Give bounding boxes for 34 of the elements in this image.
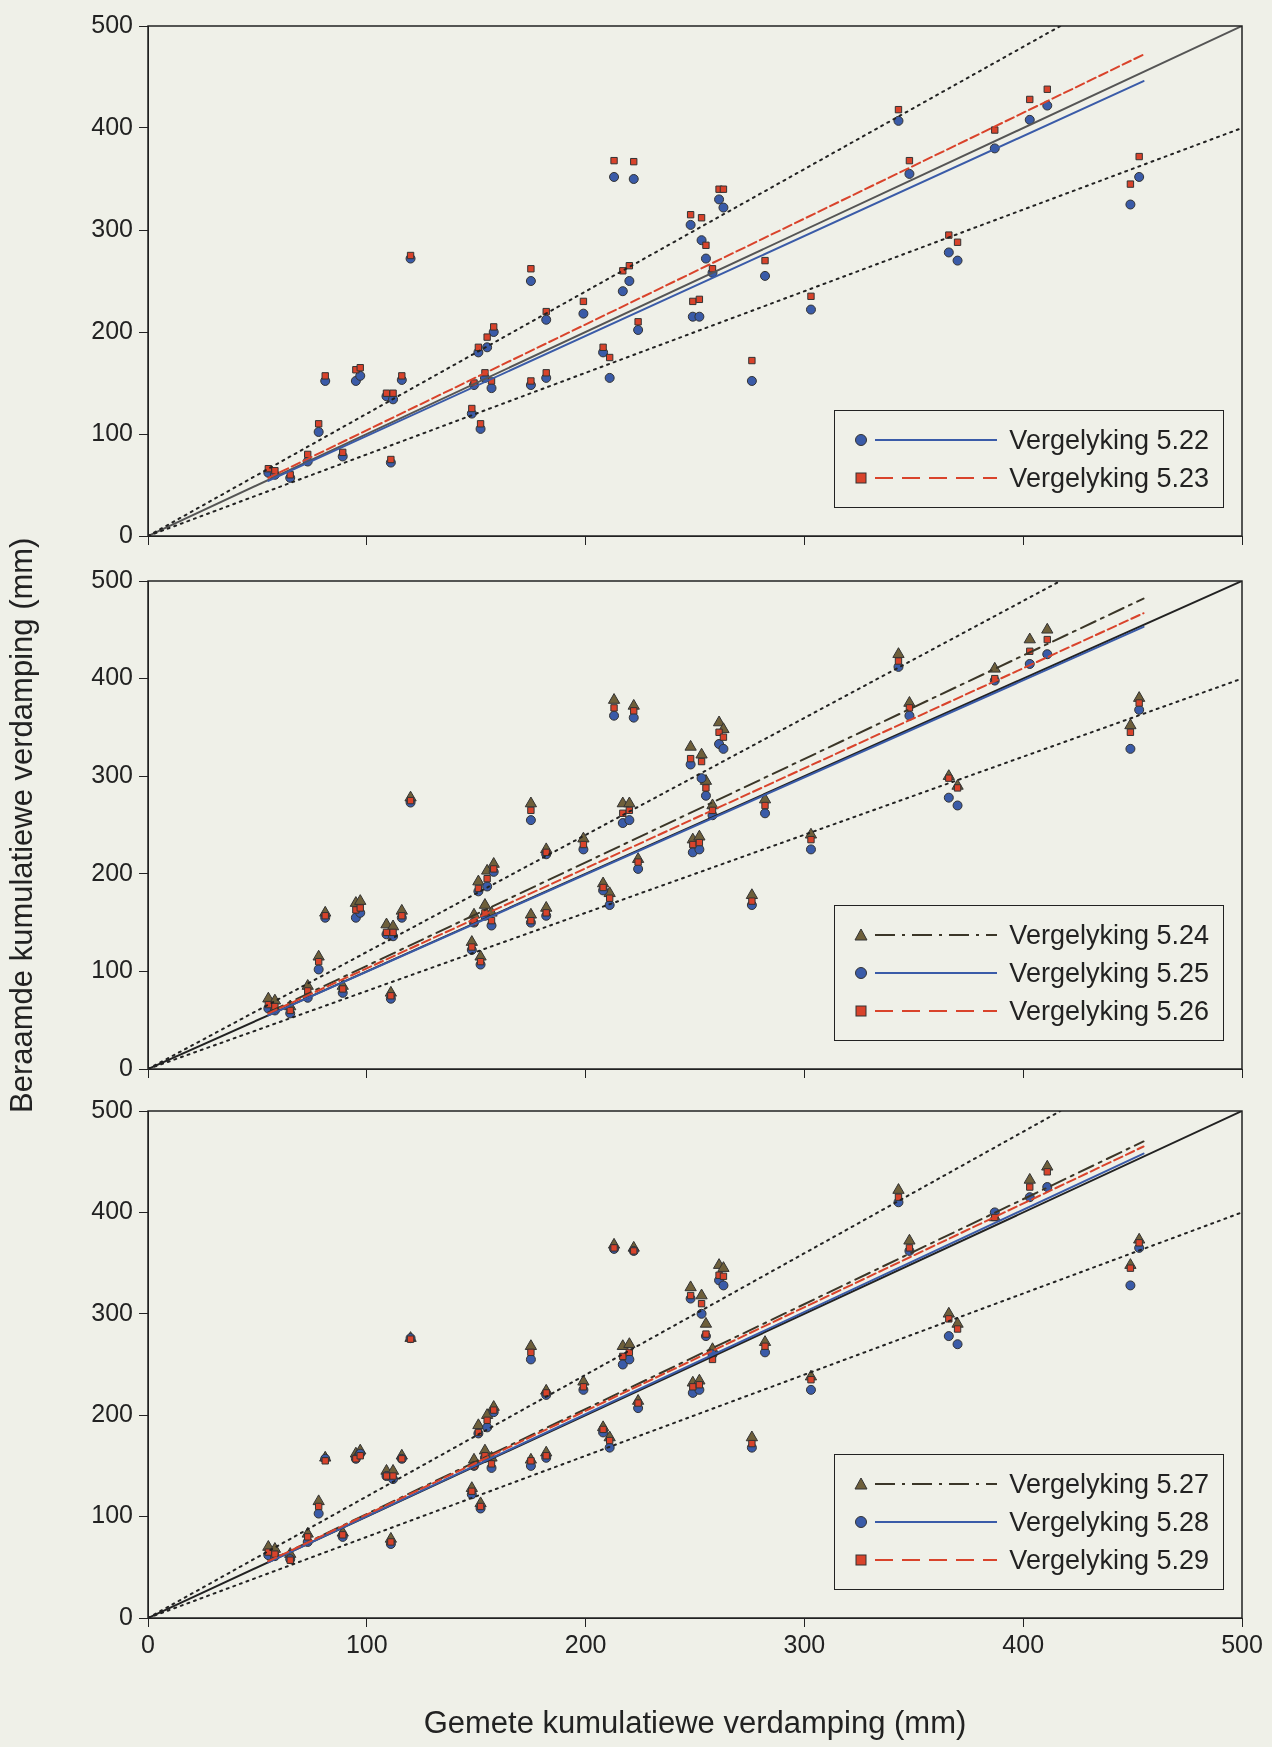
y-tick-label: 0 [119, 1052, 133, 1081]
x-tick-label: 500 [1221, 1629, 1263, 1658]
y-tick-label: 100 [91, 417, 133, 446]
legend-label: Vergelyking 5.26 [1009, 995, 1209, 1027]
y-tick-label: 500 [91, 9, 133, 38]
y-tick-label: 400 [91, 1196, 133, 1225]
y-tick-label: 200 [91, 1399, 133, 1428]
legend-label: Vergelyking 5.29 [1009, 1544, 1209, 1576]
y-tick-label: 200 [91, 315, 133, 344]
y-tick-label: 300 [91, 1297, 133, 1326]
y-tick-label: 100 [91, 1500, 133, 1529]
y-tick-label: 0 [119, 519, 133, 548]
legend-label: Vergelyking 5.24 [1009, 919, 1209, 951]
legend-label: Vergelyking 5.23 [1009, 462, 1209, 494]
legend-label: Vergelyking 5.25 [1009, 957, 1209, 989]
y-tick-label: 400 [91, 662, 133, 691]
y-tick-label: 500 [91, 1094, 133, 1123]
x-tick-label: 300 [783, 1629, 826, 1658]
y-tick-label: 300 [91, 760, 133, 789]
y-axis-title: Beraamde kumulatiewe verdamping (mm) [4, 537, 40, 1113]
y-tick-label: 500 [91, 564, 133, 593]
x-tick-label: 0 [141, 1629, 155, 1658]
y-tick-label: 100 [91, 955, 133, 984]
y-tick-label: 0 [119, 1601, 133, 1630]
x-tick-label: 400 [1002, 1629, 1045, 1658]
x-axis-title: Gemete kumulatiewe verdamping (mm) [423, 1704, 967, 1740]
legend-label: Vergelyking 5.28 [1009, 1506, 1209, 1538]
y-tick-label: 400 [91, 111, 133, 140]
y-tick-label: 300 [91, 213, 133, 242]
legend-label: Vergelyking 5.22 [1009, 424, 1209, 456]
x-tick-label: 200 [564, 1629, 607, 1658]
x-tick-label: 100 [345, 1629, 388, 1658]
y-tick-label: 200 [91, 857, 133, 886]
legend-label: Vergelyking 5.27 [1009, 1468, 1209, 1500]
